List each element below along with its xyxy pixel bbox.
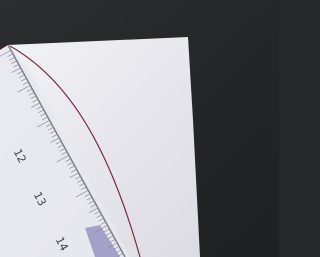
photo: 12 13 14 <box>0 0 279 257</box>
page: 12 13 14 (() => { const data = JSON.pars… <box>0 0 279 257</box>
